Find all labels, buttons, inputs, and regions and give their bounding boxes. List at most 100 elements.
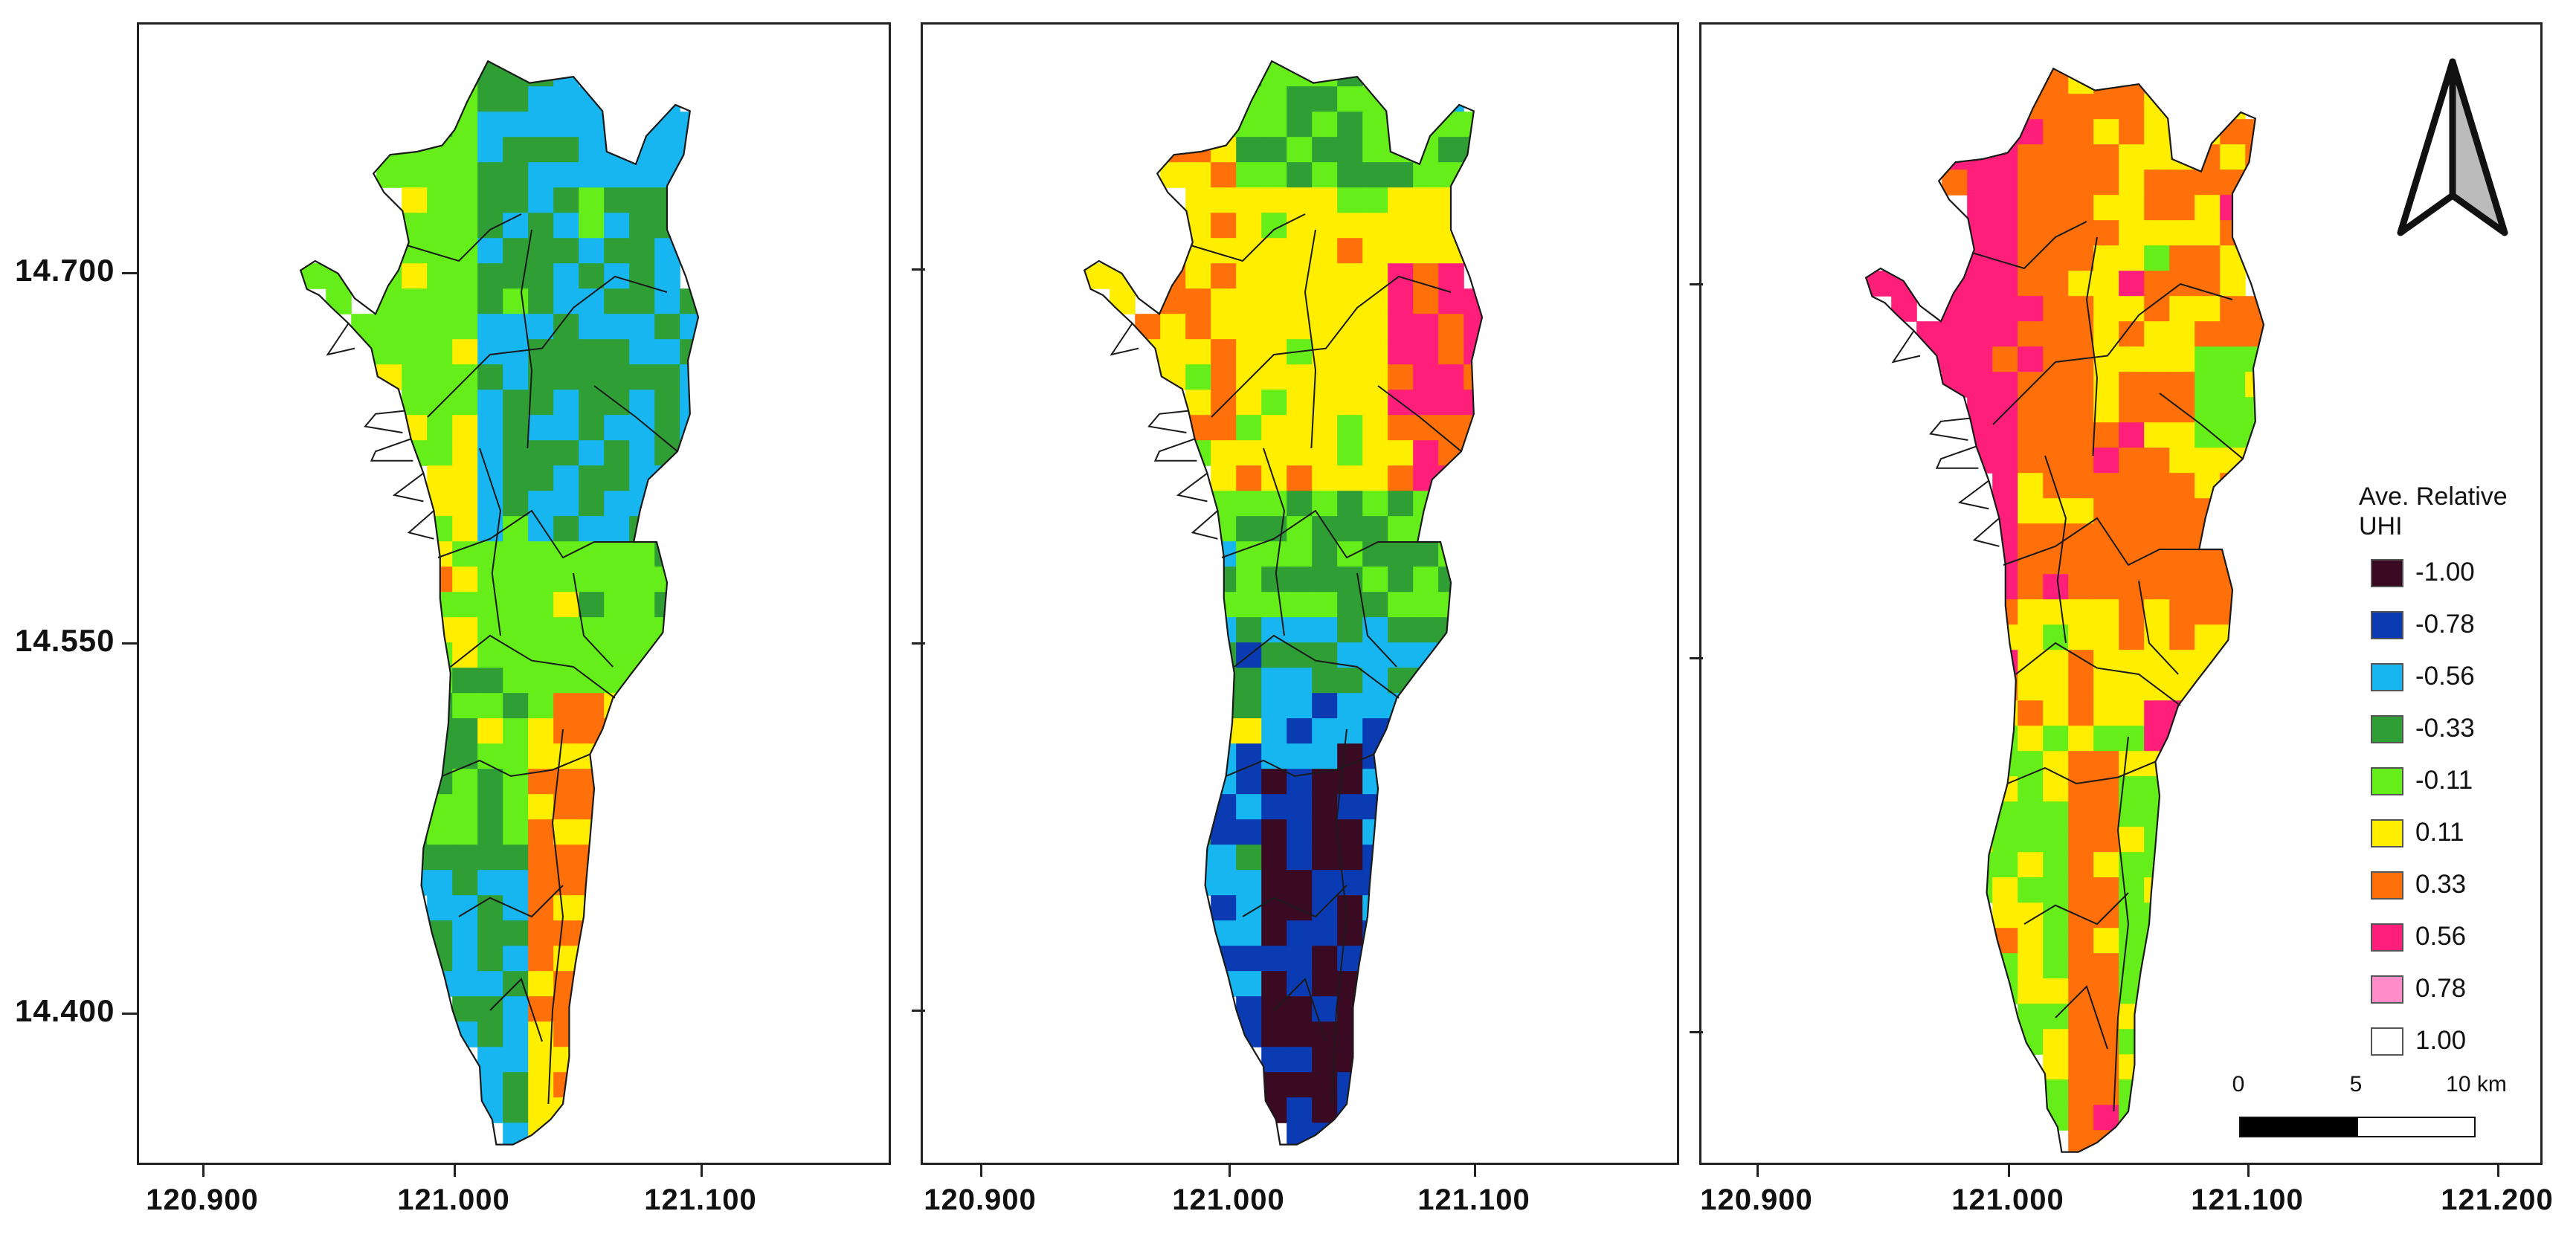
uhi-cell [2018,473,2044,499]
uhi-cell [1388,718,1414,744]
uhi-cell [2068,751,2094,777]
lon-label-120900: 120.900 [1700,1184,1813,1216]
uhi-cell [477,668,503,694]
uhi-cell [503,364,529,390]
uhi-cell [2169,245,2195,271]
uhi-cell [2043,978,2069,1004]
uhi-cell [629,592,655,618]
uhi-cell [629,566,655,592]
region-outline [299,59,700,1146]
uhi-cell [2068,372,2094,398]
uhi-cell [1362,693,1388,719]
uhi-cell [604,491,630,517]
uhi-cell [2018,877,2044,903]
uhi-cell [1287,870,1313,896]
uhi-cell [1362,238,1388,264]
uhi-cell [1287,390,1313,416]
uhi-cell [528,137,554,163]
coastline-details [1891,330,2000,547]
uhi-cell [2119,801,2145,827]
uhi-cell [553,187,579,213]
uhi-cell [2169,549,2195,575]
uhi-cell [2119,119,2145,145]
legend-label: 0.33 [2415,870,2467,899]
uhi-cell [402,314,428,340]
uhi-cell [376,314,402,340]
uhi-cell [1211,668,1237,694]
uhi-cell [1362,263,1388,289]
uhi-cell [2093,1029,2119,1055]
uhi-cell [2119,1029,2145,1055]
uhi-cell [1236,390,1262,416]
tick [454,1165,456,1177]
uhi-cell [1992,144,2018,170]
uhi-cell [1464,390,1482,416]
uhi-cell [2018,271,2044,297]
uhi-cell [2144,220,2170,246]
uhi-cell [2018,549,2044,575]
uhi-cell [1261,971,1287,997]
uhi-cell [1438,415,1464,441]
uhi-cell [654,339,680,365]
uhi-cell [1388,364,1414,390]
uhi-cell [2220,346,2246,372]
uhi-cell [528,668,554,694]
uhi-cell [1413,137,1439,163]
uhi-cell [579,516,605,542]
uhi-cell [1236,617,1262,643]
uhi-cell [1312,213,1338,239]
uhi-cell [1413,440,1439,466]
uhi-cell [2195,574,2221,600]
uhi-cell [2068,599,2094,625]
uhi-cell [1992,422,2018,448]
uhi-cell [604,465,630,491]
uhi-cell [2068,245,2094,271]
uhi-cell [2043,574,2069,600]
uhi-cell [503,1047,529,1073]
uhi-cell [1185,415,1211,441]
uhi-cell [1337,1021,1363,1047]
uhi-cell [1236,440,1262,466]
uhi-cell [654,390,680,416]
uhi-cell [2119,1054,2145,1080]
uhi-cell [503,895,529,921]
uhi-cell [2043,245,2069,271]
uhi-cell [2043,372,2069,398]
scale-label-0: 0 [2232,1072,2245,1097]
uhi-cell [402,440,428,466]
uhi-cell [2144,271,2170,297]
uhi-cell [2169,523,2195,549]
uhi-cell [1236,86,1262,112]
uhi-cell [1261,491,1287,517]
city-boundary-line [1971,221,2087,270]
uhi-cell [477,592,503,618]
uhi-cell [1236,238,1262,264]
uhi-cell [1211,314,1237,340]
uhi-cell [1337,61,1363,87]
uhi-cell [2068,549,2094,575]
uhi-cell [427,617,453,643]
uhi-cell [452,794,478,820]
uhi-cell [477,137,503,163]
uhi-cell [2144,852,2170,878]
uhi-cell [1261,819,1287,845]
uhi-cell [1312,162,1338,188]
uhi-cell [503,516,529,542]
uhi-cell [503,668,529,694]
uhi-cell [503,1021,529,1047]
uhi-cell [2093,271,2119,297]
uhi-cell [2043,144,2069,170]
uhi-cell [1337,465,1363,491]
uhi-cell [1287,86,1313,112]
uhi-cell [376,137,402,163]
uhi-cell [2018,1004,2044,1030]
uhi-cell [1261,86,1287,112]
uhi-cell [2043,776,2069,802]
uhi-cell [2169,372,2195,398]
uhi-cell [2245,372,2264,398]
city-boundary-line [1356,572,1397,668]
uhi-cell [1413,617,1439,643]
uhi-cell [2093,473,2119,499]
lon-label-121100: 121.100 [644,1184,757,1216]
uhi-cell [1236,187,1262,213]
